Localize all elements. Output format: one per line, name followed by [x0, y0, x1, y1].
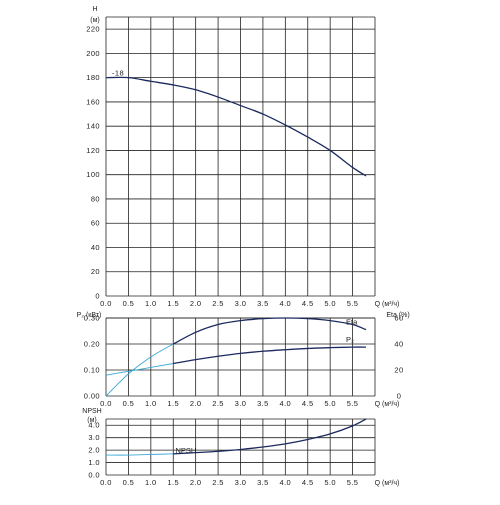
- y-tick-label: 0.0: [88, 471, 100, 480]
- x-tick-label: 5.0: [324, 478, 336, 487]
- y-tick-label: 60: [91, 219, 100, 228]
- x-tick-label: 4.5: [302, 399, 314, 408]
- x-tick-label: 1.0: [145, 299, 157, 308]
- x-axis-label: Q (м³/ч): [375, 480, 400, 487]
- y-tick-label: 4.0: [88, 421, 100, 430]
- y-tick-label: 100: [86, 170, 100, 179]
- series-line-p-: [173, 346, 367, 365]
- x-tick-label: 5.0: [324, 299, 336, 308]
- x-tick-label: 0.5: [123, 478, 135, 487]
- y-tick-label: 0.10: [84, 366, 100, 375]
- y-tick-label: 1.0: [88, 458, 100, 467]
- x-tick-label: 2.0: [190, 399, 202, 408]
- x-tick-label: 5.5: [347, 299, 359, 308]
- x-tick-label: 3.5: [257, 478, 269, 487]
- y-tick-label: 160: [86, 97, 100, 106]
- y-axis-unit: (м): [90, 17, 99, 24]
- y-axis-unit: (м): [87, 417, 96, 424]
- series-line-eta: [172, 317, 367, 345]
- x-tick-label: 4.0: [280, 478, 292, 487]
- x-tick-label: 3.5: [257, 299, 269, 308]
- x-tick-label: 4.0: [280, 399, 292, 408]
- curve-annotation: -18: [112, 69, 124, 78]
- x-tick-label: 5.0: [324, 399, 336, 408]
- y-right-tick-label: 0: [397, 392, 402, 401]
- y-right-tick-label: 20: [394, 366, 403, 375]
- x-tick-label: 1.0: [145, 478, 157, 487]
- y-tick-label: 80: [91, 194, 100, 203]
- y-tick-label: 0.30: [84, 314, 100, 323]
- y-tick-label: 40: [91, 243, 100, 252]
- x-tick-label: 4.0: [280, 299, 292, 308]
- x-tick-label: 4.5: [302, 299, 314, 308]
- y-axis-label: H: [92, 6, 97, 13]
- y-axis-label-right: Eta (%): [386, 312, 409, 319]
- y-tick-label: 120: [86, 146, 100, 155]
- x-tick-label: 0.5: [123, 299, 135, 308]
- x-tick-label: 2.5: [212, 299, 224, 308]
- x-tick-label: 3.5: [257, 399, 269, 408]
- x-axis-label: Q (м³/ч): [375, 401, 400, 408]
- x-tick-label: 2.0: [190, 299, 202, 308]
- x-tick-label: 0.5: [123, 399, 135, 408]
- y-tick-label: 2.0: [88, 446, 100, 455]
- x-tick-label: 2.5: [212, 478, 224, 487]
- y-tick-label: 0.00: [84, 392, 100, 401]
- y-tick-label: 20: [91, 267, 100, 276]
- x-tick-label: 3.0: [235, 299, 247, 308]
- y-tick-label: 180: [86, 73, 100, 82]
- series-label-npsh: NPSH: [175, 446, 196, 455]
- y-tick-label: 0: [95, 292, 100, 301]
- y-tick-label: 0.20: [84, 340, 100, 349]
- series-line-eta-extrapolated: [105, 343, 174, 397]
- y-tick-label: 140: [86, 122, 100, 131]
- x-tick-label: 1.5: [167, 399, 179, 408]
- x-tick-label: 1.5: [167, 299, 179, 308]
- series-line-p--extrapolated: [105, 363, 174, 376]
- y-axis-label-left: P₂ (кВт): [77, 312, 102, 319]
- x-tick-label: 0.0: [100, 399, 112, 408]
- y-tick-label: 220: [86, 25, 100, 34]
- x-tick-label: 2.0: [190, 478, 202, 487]
- x-tick-label: 3.0: [235, 399, 247, 408]
- x-tick-label: 0.0: [100, 478, 112, 487]
- y-right-tick-label: 40: [394, 340, 403, 349]
- x-tick-label: 5.5: [347, 478, 359, 487]
- series-line-npsh: [173, 418, 367, 455]
- x-axis-label: Q (м³/ч): [375, 301, 400, 308]
- series-label-eta: Eta: [346, 318, 358, 327]
- x-tick-label: 3.0: [235, 478, 247, 487]
- x-tick-label: 1.5: [167, 478, 179, 487]
- x-tick-label: 2.5: [212, 399, 224, 408]
- x-tick-label: 0.0: [100, 299, 112, 308]
- series-line-npsh-extrapolated: [105, 453, 174, 456]
- series-line-head: [105, 76, 367, 177]
- y-right-tick-label: 60: [394, 314, 403, 323]
- y-tick-label: 200: [86, 49, 100, 58]
- x-tick-label: 4.5: [302, 478, 314, 487]
- y-axis-label: NPSH: [82, 408, 101, 415]
- x-tick-label: 5.5: [347, 399, 359, 408]
- y-tick-label: 3.0: [88, 433, 100, 442]
- series-label-p-: P₂: [346, 335, 354, 344]
- x-tick-label: 1.0: [145, 399, 157, 408]
